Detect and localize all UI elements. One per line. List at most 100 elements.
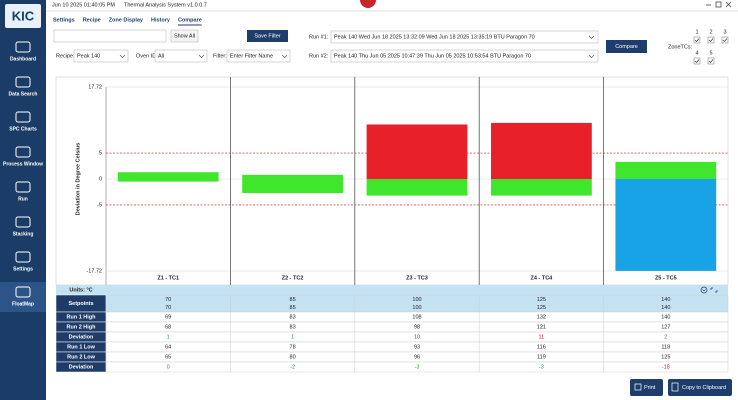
datetime: Jun 10 2025 01:40:05 PM bbox=[52, 2, 115, 8]
nav-item[interactable]: Dashboard bbox=[10, 56, 36, 62]
cell-value: 83 bbox=[290, 324, 296, 330]
run2-value: Peak 140 Thu Jun 05 2025 10:47:39 Thu Ju… bbox=[334, 53, 531, 59]
tab[interactable]: Recipe bbox=[83, 17, 101, 23]
zone-tc-checkbox[interactable] bbox=[693, 36, 701, 44]
nav-icon[interactable] bbox=[15, 181, 31, 193]
save-filter-button[interactable] bbox=[247, 30, 288, 42]
compare-label: Compare bbox=[615, 44, 638, 50]
nav-item[interactable]: Process Window bbox=[3, 161, 43, 167]
print-label: Print bbox=[644, 385, 656, 391]
nav-item[interactable]: FloatMap bbox=[12, 301, 34, 307]
zone-tc-checkbox[interactable] bbox=[707, 57, 715, 65]
nav-icon[interactable] bbox=[15, 146, 31, 158]
row-label: Run 2 Low bbox=[67, 354, 96, 360]
filter-dropdown[interactable] bbox=[226, 49, 291, 63]
row-label: Setpoints bbox=[68, 301, 93, 307]
cell-value: 1 bbox=[167, 334, 170, 340]
cell-value: 125 bbox=[537, 297, 546, 303]
window-controls[interactable] bbox=[706, 1, 732, 8]
bar bbox=[242, 179, 343, 194]
nav-icon[interactable] bbox=[15, 41, 31, 53]
tab[interactable]: Compare bbox=[178, 17, 202, 23]
y-axis-label: Deviation in Degree Celsius bbox=[75, 143, 81, 215]
nav-icon[interactable] bbox=[15, 286, 31, 298]
cell-value: 127 bbox=[661, 324, 670, 330]
app-badge bbox=[360, 0, 376, 8]
cell-value: -3 bbox=[539, 364, 544, 370]
cell-value: 83 bbox=[290, 314, 296, 320]
show-all-button[interactable] bbox=[170, 29, 199, 43]
compare-button[interactable] bbox=[606, 40, 647, 53]
nav-item[interactable]: Run bbox=[18, 196, 28, 202]
nav: Dashboard Data Search SPC Charts Process Wi… bbox=[0, 41, 46, 312]
dropdown-arrow bbox=[588, 35, 595, 39]
bar bbox=[615, 179, 717, 271]
nav-icon[interactable] bbox=[15, 251, 31, 263]
zone-tc-checkbox[interactable] bbox=[707, 36, 715, 44]
nav-item[interactable]: Settings bbox=[13, 266, 33, 272]
cell-value: 80 bbox=[290, 354, 296, 360]
cell-value: 2 bbox=[664, 334, 667, 340]
zone-tc-number: 5 bbox=[709, 50, 712, 56]
nav-item[interactable]: SPC Charts bbox=[9, 126, 37, 132]
units-row bbox=[56, 285, 728, 295]
zone-tc-number: 3 bbox=[723, 29, 726, 35]
nav-icon[interactable] bbox=[15, 76, 31, 88]
run2-dropdown[interactable] bbox=[330, 49, 599, 63]
cell-value: 70 bbox=[165, 305, 171, 311]
cell-value: 10 bbox=[414, 334, 420, 340]
bar bbox=[366, 124, 468, 179]
sidebar bbox=[0, 0, 46, 400]
zone-tc-checkbox[interactable] bbox=[693, 57, 701, 65]
nav-icon[interactable] bbox=[15, 111, 31, 123]
cell-value: 125 bbox=[661, 354, 670, 360]
oven-dropdown[interactable] bbox=[154, 49, 208, 63]
copy-label: Copy to Clipboard bbox=[682, 385, 726, 391]
window-title: Thermal Analysis System v1.0.0.7 bbox=[124, 2, 207, 8]
copy-icon bbox=[671, 382, 679, 392]
tab[interactable]: Settings bbox=[53, 17, 75, 23]
bar bbox=[491, 179, 592, 196]
zone-tc-number: 2 bbox=[709, 29, 712, 35]
copy-button[interactable] bbox=[668, 379, 732, 396]
checkmark bbox=[722, 38, 728, 43]
filter-placeholder: Enter Filter Name bbox=[230, 53, 273, 59]
nav-item[interactable]: Stacking bbox=[13, 231, 34, 237]
tab[interactable]: Zone Display bbox=[109, 17, 144, 23]
bar bbox=[615, 161, 717, 179]
cell-value: 68 bbox=[165, 324, 171, 330]
run1-dropdown[interactable] bbox=[330, 30, 599, 44]
checkmark bbox=[694, 59, 700, 64]
tab[interactable]: History bbox=[151, 17, 171, 23]
nav-item[interactable]: Data Search bbox=[9, 91, 38, 97]
x-tick-label: Z3 - TC3 bbox=[406, 275, 428, 281]
nav-icon[interactable] bbox=[15, 216, 31, 228]
x-tick-label: Z4 - TC4 bbox=[531, 275, 554, 281]
checkmark bbox=[708, 38, 714, 43]
cell-value: 100 bbox=[412, 297, 421, 303]
search-input[interactable] bbox=[53, 29, 167, 43]
zone-tc-number: 1 bbox=[695, 29, 698, 35]
y-tick-label: 0 bbox=[99, 176, 102, 182]
bar bbox=[117, 172, 219, 179]
run1-label: Run #1: bbox=[309, 34, 329, 40]
bar bbox=[117, 179, 219, 182]
bar bbox=[491, 122, 592, 179]
cell-value: 121 bbox=[537, 324, 546, 330]
row-label: Deviation bbox=[69, 334, 94, 340]
row-label: Deviation bbox=[69, 364, 94, 370]
zone-tc-checkbox[interactable] bbox=[721, 36, 729, 44]
cell-value: 125 bbox=[537, 305, 546, 311]
cell-value: 11 bbox=[539, 334, 545, 340]
row-label: Run 1 Low bbox=[67, 344, 96, 350]
table-tools[interactable] bbox=[700, 286, 718, 294]
cell-value: 70 bbox=[165, 297, 171, 303]
oven-label: Oven ID: bbox=[136, 53, 158, 59]
bar bbox=[366, 179, 468, 196]
cell-value: 1 bbox=[291, 334, 294, 340]
cell-value: -3 bbox=[415, 364, 420, 370]
print-button[interactable] bbox=[630, 379, 663, 396]
cell-value: 116 bbox=[537, 344, 546, 350]
recipe-dropdown[interactable] bbox=[73, 49, 129, 63]
